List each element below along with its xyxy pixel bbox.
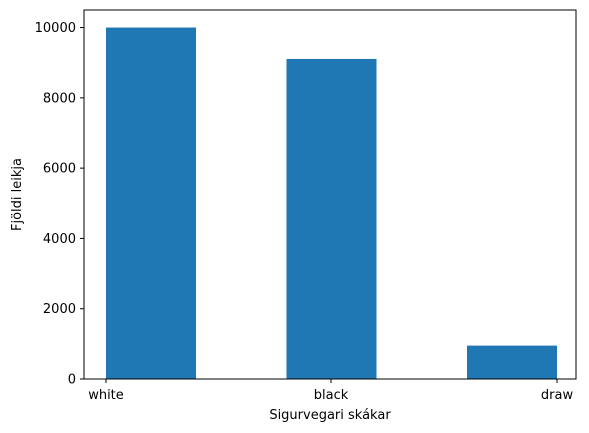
bar-black: [286, 58, 377, 379]
y-tick-label: 2000: [43, 302, 76, 317]
bar-white: [106, 27, 196, 379]
x-axis-label: Sigurvegari skákar: [269, 408, 391, 423]
bar-draw: [467, 345, 557, 379]
y-tick-label: 0: [68, 373, 76, 388]
y-tick-label: 8000: [43, 91, 76, 106]
x-tick-label-black: black: [314, 388, 349, 403]
plot-frame: [83, 9, 577, 380]
x-tick-label-white: white: [88, 388, 124, 403]
x-axis: white black draw: [88, 379, 573, 403]
y-tick-label: 10000: [35, 21, 76, 36]
y-tick-label: 4000: [43, 232, 76, 247]
y-axis-label: Fjöldi leikja: [10, 158, 25, 231]
y-tick-label: 6000: [43, 162, 76, 177]
bars: [106, 27, 557, 379]
y-axis: 0 2000 4000 6000 8000 10000: [35, 21, 84, 388]
x-tick-label-draw: draw: [541, 388, 574, 403]
